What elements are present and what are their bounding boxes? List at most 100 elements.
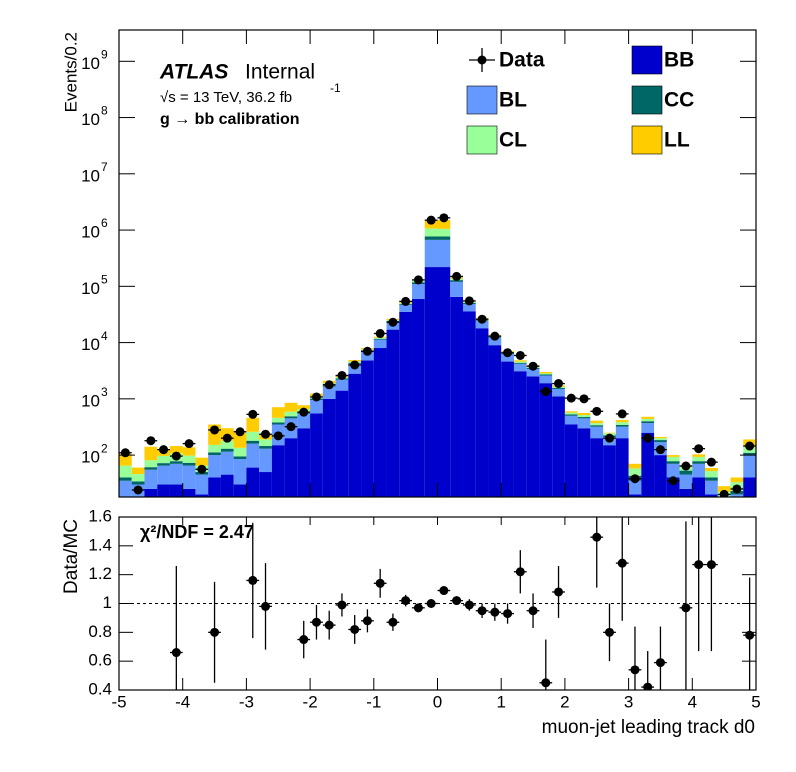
data-point	[413, 275, 423, 285]
main-plot-area	[119, 213, 756, 497]
stack-segment	[182, 455, 196, 463]
data-point	[184, 439, 194, 449]
stack-segment	[666, 456, 680, 462]
data-point	[146, 436, 156, 446]
stack-segment	[513, 363, 527, 372]
stack-segment	[310, 400, 323, 414]
status-label: Internal	[245, 61, 315, 84]
stack-segment	[501, 354, 514, 362]
stack-segment	[220, 440, 234, 449]
stack-segment	[513, 371, 527, 497]
stack-segment	[386, 329, 400, 497]
stack-segment	[679, 474, 693, 489]
stack-segment	[577, 413, 591, 416]
ratio-point	[413, 603, 423, 613]
ratio-point	[655, 658, 665, 668]
stack-segment	[692, 463, 706, 478]
y-tick-label: 10	[81, 391, 100, 410]
y-tick-label: 10	[81, 335, 100, 354]
data-point	[388, 317, 398, 327]
stack-segment	[373, 348, 387, 497]
stack-segment	[335, 390, 349, 497]
stack-segment	[437, 228, 451, 237]
stack-segment	[157, 463, 170, 466]
ratio-point	[617, 558, 627, 568]
stack-segment	[590, 426, 604, 439]
stack-segment	[730, 494, 744, 497]
legend-label: LL	[664, 129, 690, 152]
stack-segment	[220, 451, 234, 475]
stack-segment	[310, 413, 323, 497]
ratio-point	[388, 617, 398, 627]
ratio-y-axis-label: Data/MC	[61, 519, 82, 594]
stack-segment	[590, 438, 604, 497]
data-point	[171, 451, 181, 461]
ratio-point	[337, 600, 347, 610]
energy-label: √s = 13 TeV, 36.2 fb	[160, 89, 292, 106]
data-point	[210, 425, 220, 435]
stack-segment	[462, 304, 476, 312]
selection-label: g → bb calibration	[160, 111, 300, 128]
stack-segment	[233, 432, 247, 448]
stack-segment	[654, 438, 667, 441]
x-tick-label: -5	[111, 692, 126, 711]
stack-segment	[717, 486, 731, 493]
stack-segment	[335, 379, 349, 391]
stack-segment	[437, 267, 451, 497]
ratio-point	[681, 603, 691, 613]
stack-segment	[705, 467, 718, 472]
data-point	[375, 329, 385, 339]
y-tick-label: 0.6	[88, 651, 112, 670]
legend-swatch	[631, 45, 663, 75]
x-tick-label: -4	[175, 692, 190, 711]
stack-segment	[679, 488, 693, 497]
x-tick-label: 4	[688, 692, 697, 711]
stack-segment	[654, 455, 667, 497]
stack-segment	[284, 438, 298, 497]
stack-segment	[577, 418, 591, 429]
stack-segment	[297, 428, 311, 497]
legend-swatch	[466, 85, 498, 115]
y-tick-label: 10	[81, 166, 100, 185]
stack-segment	[513, 362, 527, 364]
legend-label: CL	[499, 129, 527, 152]
y-tick-label: 10	[81, 279, 100, 298]
ratio-point	[528, 606, 538, 616]
stack-segment	[131, 467, 145, 475]
stack-segment	[412, 284, 425, 299]
stack-segment	[526, 376, 540, 497]
data-point	[617, 409, 627, 419]
stack-segment	[590, 420, 604, 424]
stack-segment	[271, 407, 285, 418]
stack-segment	[259, 446, 272, 449]
y-axis-label: Events/0.2	[61, 32, 80, 112]
stack-segment	[641, 421, 655, 424]
stack-segment	[208, 444, 221, 453]
stack-segment	[412, 298, 425, 497]
stack-segment	[246, 431, 260, 441]
data-point	[579, 394, 589, 404]
data-point	[452, 271, 462, 281]
stack-segment	[119, 465, 132, 478]
stack-segment	[577, 428, 591, 497]
stack-segment	[144, 469, 158, 489]
stack-segment	[552, 396, 565, 497]
stack-segment	[284, 411, 298, 417]
legend-marker	[477, 55, 487, 65]
stack-segment	[641, 423, 655, 433]
x-tick-label: -1	[366, 692, 381, 711]
stack-segment	[577, 415, 591, 418]
stack-segment	[450, 280, 463, 282]
stack-segment	[564, 415, 578, 425]
data-point	[324, 380, 334, 390]
y-tick-exponent: 3	[101, 385, 108, 399]
y-tick-exponent: 8	[101, 104, 108, 118]
legend-label: BL	[499, 89, 527, 112]
x-tick-label: 1	[496, 692, 505, 711]
y-tick-label: 1.4	[88, 535, 112, 554]
stack-segment	[654, 440, 667, 443]
stack-segment	[628, 494, 642, 497]
stack-segment	[705, 471, 718, 478]
ratio-point	[210, 627, 220, 637]
